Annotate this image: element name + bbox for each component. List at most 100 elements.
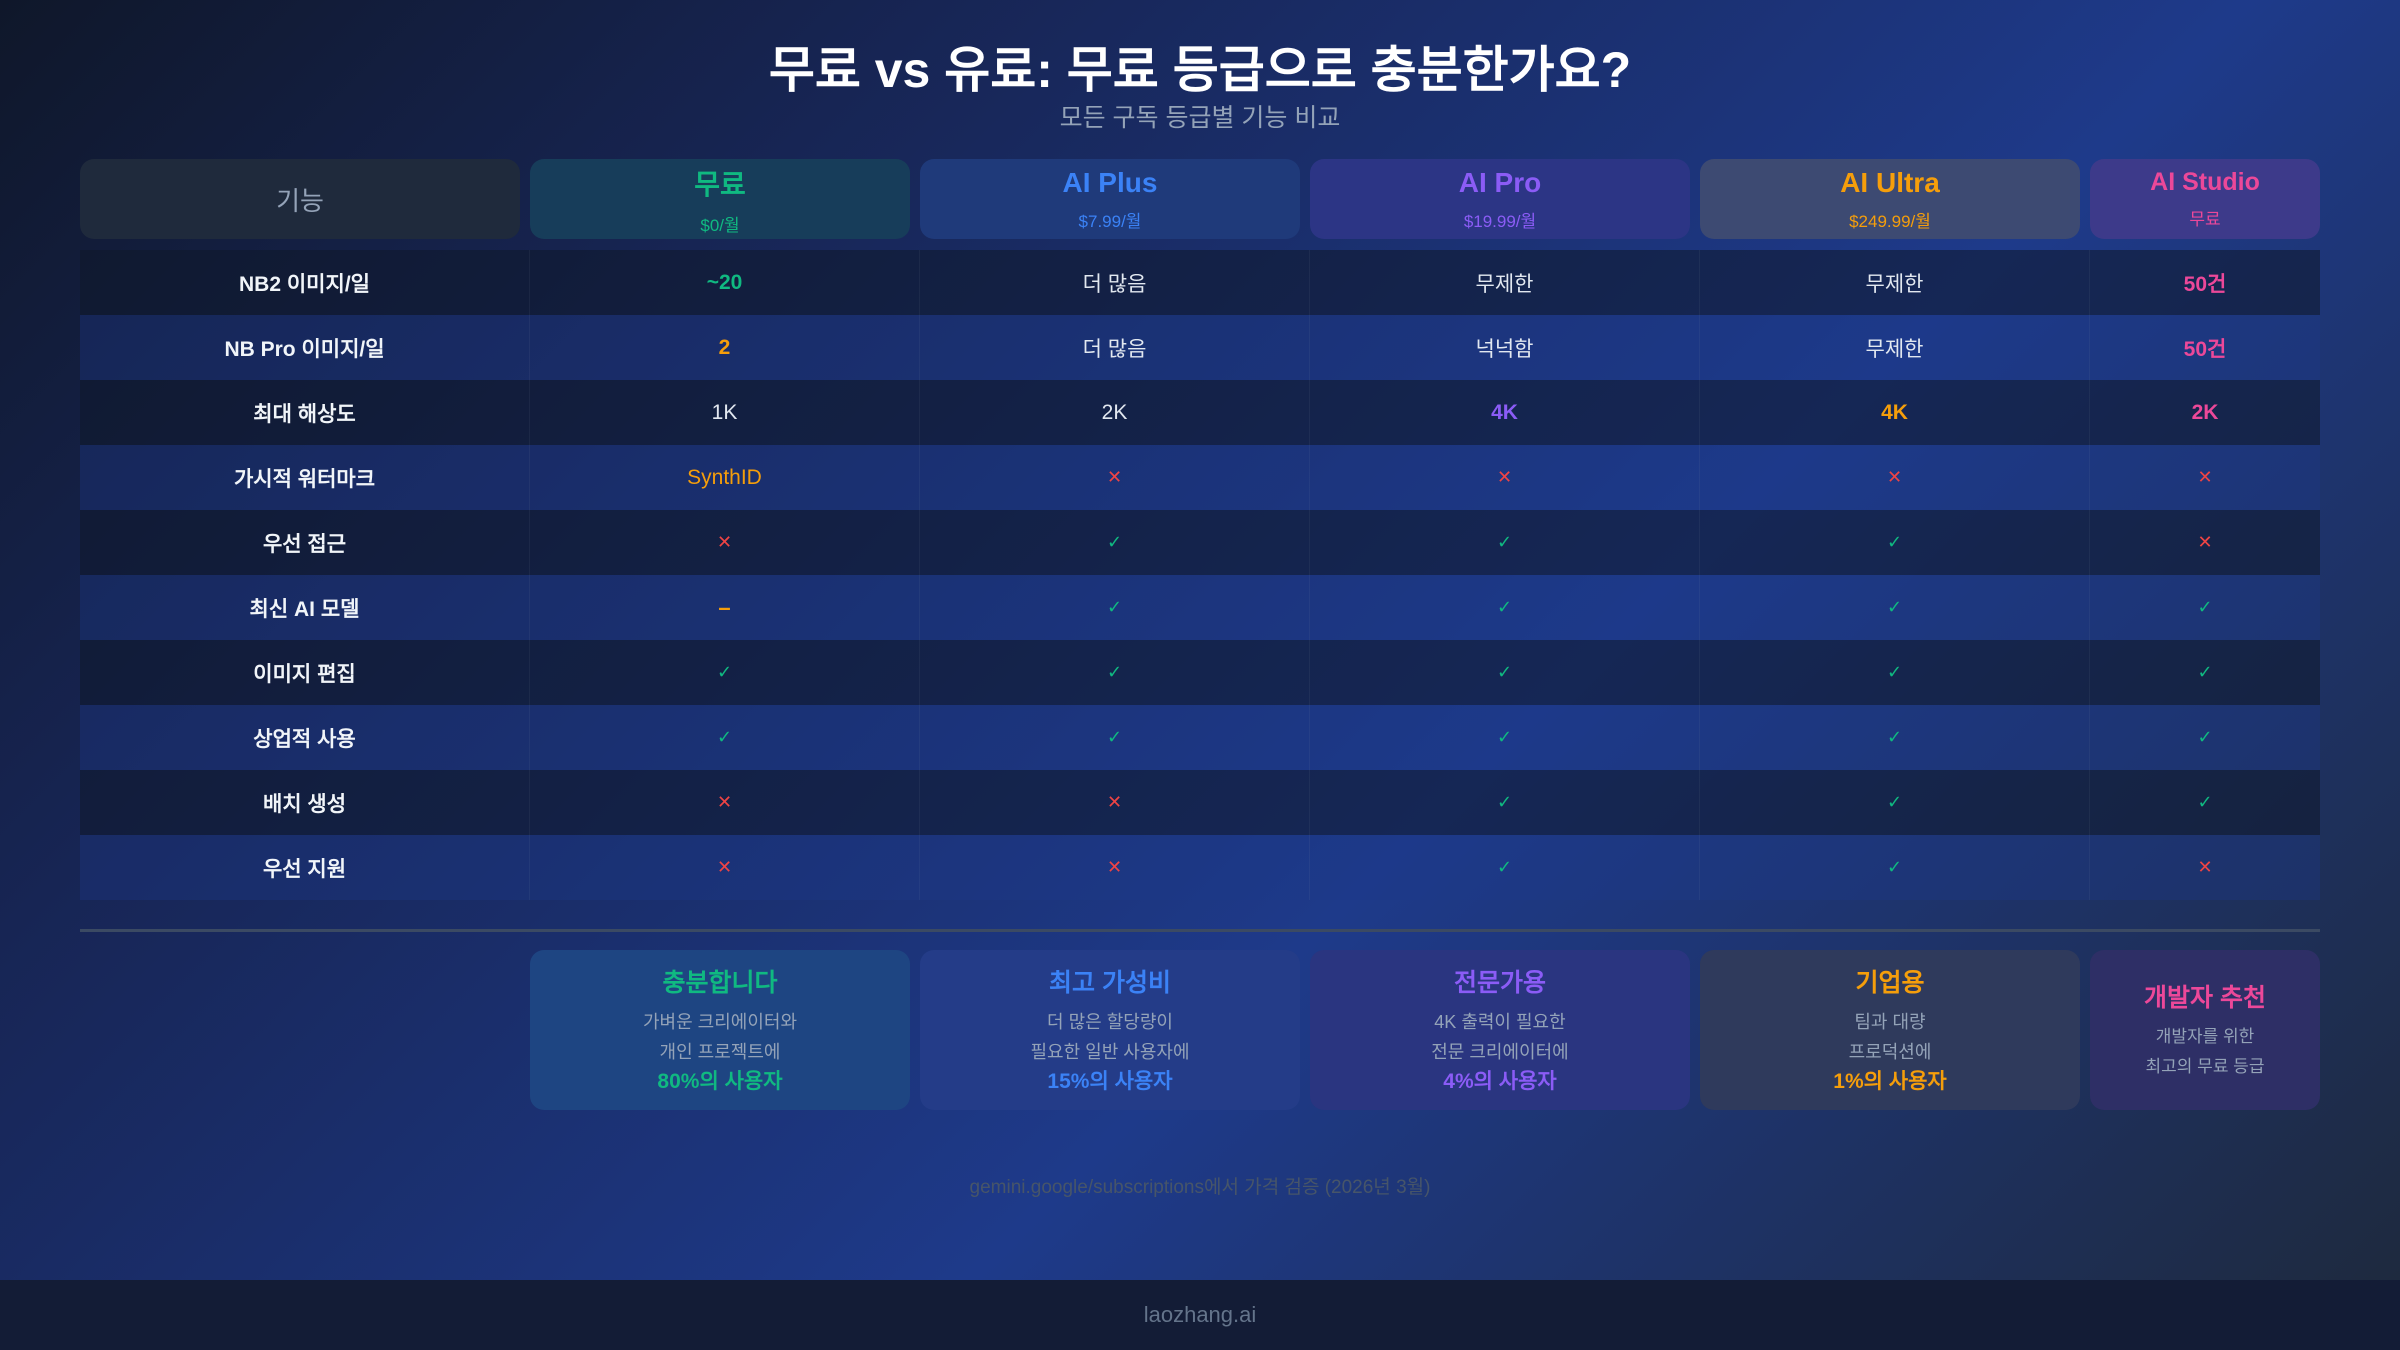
- table-row: 상업적 사용 ✓ ✓ ✓ ✓ ✓: [80, 705, 2320, 770]
- check-icon: ✓: [2197, 792, 2213, 812]
- table-cell: ✓: [920, 575, 1310, 640]
- table-cell: ✕: [2090, 835, 2320, 900]
- card-title: 전문가용: [1453, 969, 1546, 997]
- check-icon: ✓: [1886, 532, 1903, 552]
- table-row: 최신 AI 모델 – ✓ ✓ ✓ ✓: [80, 575, 2320, 640]
- card-title: 개발자 추천: [2144, 984, 2266, 1012]
- table-cell: ✓: [920, 705, 1310, 770]
- check-icon: ✓: [1496, 857, 1513, 877]
- table-row: 우선 지원 ✕ ✕ ✓ ✓ ✕: [80, 835, 2320, 900]
- page-title: 무료 vs 유료: 무료 등급으로 충분한가요?: [768, 42, 1632, 98]
- card-description: 팀과 대량: [1854, 1012, 1926, 1032]
- dash-icon: –: [718, 594, 731, 620]
- cross-icon: ✕: [716, 532, 733, 552]
- table-cell: ✓: [2090, 705, 2320, 770]
- check-icon: ✓: [1886, 792, 1903, 812]
- table-row: 배치 생성 ✕ ✕ ✓ ✓ ✓: [80, 770, 2320, 835]
- table-cell: 2K: [2090, 380, 2320, 445]
- check-icon: ✓: [1496, 532, 1513, 552]
- table-cell: ✓: [1310, 770, 1700, 835]
- summary-card-studio: 개발자 추천 개발자를 위한 최고의 무료 등급: [2090, 950, 2320, 1110]
- card-description: 필요한 일반 사용자에: [1030, 1042, 1190, 1062]
- cell-value: 50건: [2183, 337, 2227, 361]
- table-cell: ✓: [1310, 705, 1700, 770]
- feature-label: 우선 접근: [80, 510, 530, 575]
- cell-value: SynthID: [687, 465, 762, 489]
- card-description: 4K 출력이 필요한: [1434, 1012, 1566, 1032]
- table-row: 우선 접근 ✕ ✓ ✓ ✓ ✕: [80, 510, 2320, 575]
- table-cell: ✓: [1310, 575, 1700, 640]
- table-cell: ✕: [2090, 510, 2320, 575]
- footer: laozhang.ai: [0, 1280, 2400, 1350]
- table-cell: ✕: [2090, 445, 2320, 510]
- card-description: 프로덕션에: [1848, 1042, 1932, 1062]
- cell-value: 넉넉함: [1475, 337, 1534, 361]
- cross-icon: ✕: [716, 792, 733, 812]
- table-row: 이미지 편집 ✓ ✓ ✓ ✓ ✓: [80, 640, 2320, 705]
- cell-value: 2K: [1101, 400, 1128, 424]
- footer-brand: laozhang.ai: [1143, 1302, 1257, 1327]
- cell-value: 더 많음: [1082, 337, 1147, 361]
- check-icon: ✓: [1106, 662, 1123, 682]
- tier-name: AI Plus: [1062, 166, 1158, 198]
- cell-value: 2K: [2191, 400, 2219, 424]
- cross-icon: ✕: [2197, 532, 2213, 552]
- cell-value: 4K: [1881, 400, 1908, 424]
- summary-card-free: 충분합니다 가벼운 크리에이터와 개인 프로젝트에 80%의 사용자: [530, 950, 910, 1110]
- table-cell: ✕: [920, 835, 1310, 900]
- cell-value: 무제한: [1865, 272, 1924, 296]
- table-cell: 50건: [2090, 315, 2320, 380]
- table-cell: ✓: [920, 510, 1310, 575]
- feature-label: 배치 생성: [80, 770, 530, 835]
- cell-value: ~20: [706, 270, 743, 294]
- check-icon: ✓: [1886, 662, 1903, 682]
- check-icon: ✓: [716, 662, 733, 682]
- divider: [80, 929, 2320, 932]
- table-cell: ✓: [1700, 575, 2090, 640]
- table-cell: 50건: [2090, 250, 2320, 315]
- table-cell: 1K: [530, 380, 920, 445]
- tier-header-free: 무료 $0/월: [530, 159, 910, 239]
- card-user-share: 80%의 사용자: [657, 1070, 783, 1093]
- summary-card-ultra: 기업용 팀과 대량 프로덕션에 1%의 사용자: [1700, 950, 2080, 1110]
- tier-header-studio: AI Studio 무료: [2090, 159, 2320, 239]
- table-cell: 무제한: [1310, 250, 1700, 315]
- cross-icon: ✕: [1886, 467, 1903, 487]
- table-cell: ✓: [920, 640, 1310, 705]
- table-cell: –: [530, 575, 920, 640]
- check-icon: ✓: [1886, 597, 1903, 617]
- table-cell: ✕: [530, 510, 920, 575]
- check-icon: ✓: [716, 727, 733, 747]
- summary-card-pro: 전문가용 4K 출력이 필요한 전문 크리에이터에 4%의 사용자: [1310, 950, 1690, 1110]
- check-icon: ✓: [1886, 857, 1903, 877]
- check-icon: ✓: [1496, 597, 1513, 617]
- table-cell: ✓: [530, 640, 920, 705]
- tier-header-pro: AI Pro $19.99/월: [1310, 159, 1690, 239]
- cell-value: 2: [718, 335, 731, 359]
- comparison-table: NB2 이미지/일 ~20 더 많음 무제한 무제한 50건 NB Pro 이미지/일 2 더 …: [80, 250, 2320, 900]
- card-description: 전문 크리에이터에: [1431, 1042, 1569, 1062]
- table-cell: ✕: [920, 445, 1310, 510]
- card-user-share: 1%의 사용자: [1833, 1070, 1947, 1093]
- feature-label: 최신 AI 모델: [80, 575, 530, 640]
- check-icon: ✓: [1886, 727, 1903, 747]
- check-icon: ✓: [2197, 597, 2213, 617]
- cross-icon: ✕: [716, 857, 733, 877]
- feature-label: NB Pro 이미지/일: [80, 315, 530, 380]
- table-cell: 4K: [1310, 380, 1700, 445]
- cross-icon: ✕: [1106, 467, 1123, 487]
- table-cell: 넉넉함: [1310, 315, 1700, 380]
- cross-icon: ✕: [1106, 792, 1123, 812]
- feature-label: 가시적 워터마크: [80, 445, 530, 510]
- cell-value: 50건: [2183, 272, 2227, 296]
- cross-icon: ✕: [2197, 857, 2213, 877]
- cross-icon: ✕: [2197, 467, 2213, 487]
- check-icon: ✓: [2197, 662, 2213, 682]
- card-description: 가벼운 크리에이터와: [642, 1012, 798, 1032]
- check-icon: ✓: [1106, 727, 1123, 747]
- table-cell: ✓: [1700, 705, 2090, 770]
- table-cell: 2K: [920, 380, 1310, 445]
- table-cell: ✕: [1700, 445, 2090, 510]
- feature-header-label: 기능: [276, 185, 324, 216]
- check-icon: ✓: [1106, 532, 1123, 552]
